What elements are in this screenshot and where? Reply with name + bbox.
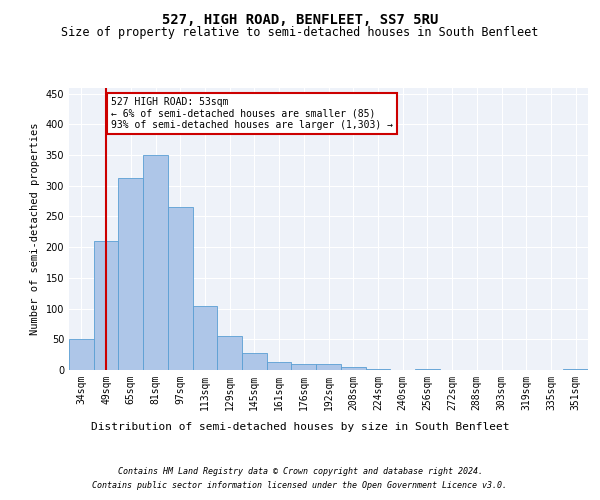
Y-axis label: Number of semi-detached properties: Number of semi-detached properties — [30, 122, 40, 335]
Text: Size of property relative to semi-detached houses in South Benfleet: Size of property relative to semi-detach… — [61, 26, 539, 39]
Bar — [292, 364, 316, 370]
Bar — [118, 178, 143, 370]
Bar — [242, 354, 267, 370]
Bar — [94, 241, 118, 370]
Bar — [69, 340, 94, 370]
Bar — [316, 364, 341, 370]
Bar — [217, 336, 242, 370]
Text: Contains public sector information licensed under the Open Government Licence v3: Contains public sector information licen… — [92, 481, 508, 490]
Text: Contains HM Land Registry data © Crown copyright and database right 2024.: Contains HM Land Registry data © Crown c… — [118, 468, 482, 476]
Text: Distribution of semi-detached houses by size in South Benfleet: Distribution of semi-detached houses by … — [91, 422, 509, 432]
Bar — [143, 155, 168, 370]
Text: 527 HIGH ROAD: 53sqm
← 6% of semi-detached houses are smaller (85)
93% of semi-d: 527 HIGH ROAD: 53sqm ← 6% of semi-detach… — [111, 96, 393, 130]
Text: 527, HIGH ROAD, BENFLEET, SS7 5RU: 527, HIGH ROAD, BENFLEET, SS7 5RU — [162, 12, 438, 26]
Bar — [267, 362, 292, 370]
Bar — [168, 208, 193, 370]
Bar — [341, 367, 365, 370]
Bar — [193, 306, 217, 370]
